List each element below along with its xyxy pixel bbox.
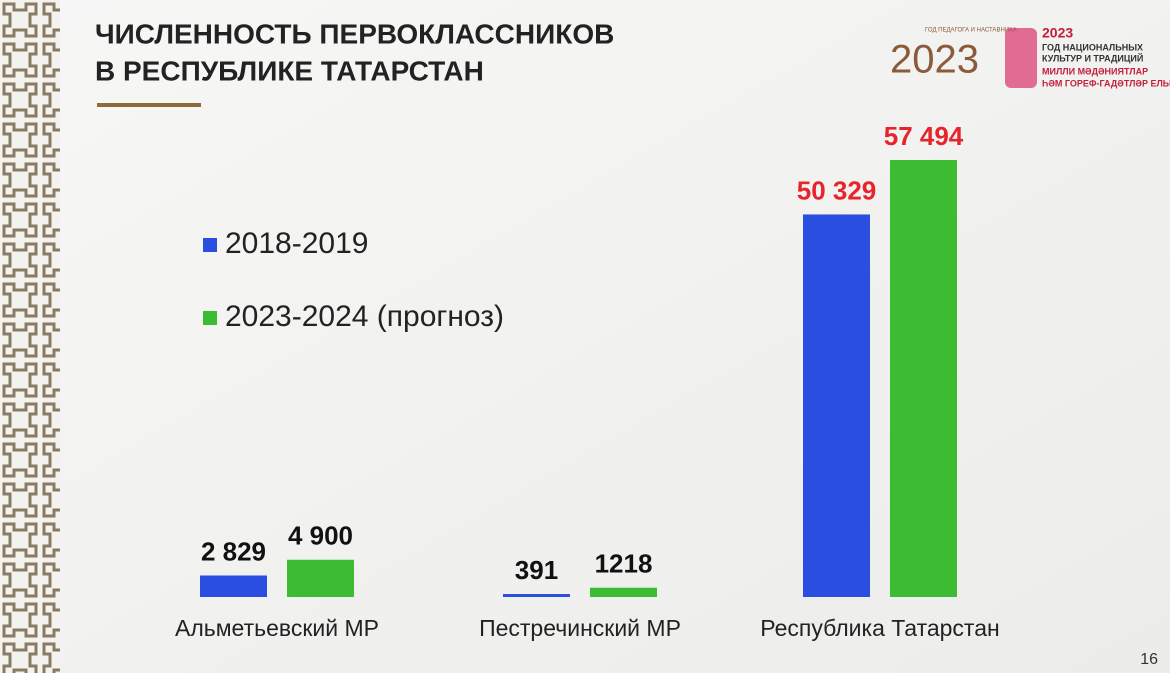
logo-text: КУЛЬТУР И ТРАДИЦИЙ xyxy=(1042,52,1143,63)
x-tick-label: Пестречинский МР xyxy=(479,615,681,641)
logo-text: ҺӘМ ГОРЕФ-ГАДӘТЛӘР ЕЛЫ xyxy=(1042,78,1170,88)
value-label: 57 494 xyxy=(884,121,964,151)
title-underline xyxy=(97,103,201,107)
bar xyxy=(503,594,570,597)
bar xyxy=(200,575,267,597)
bar xyxy=(287,559,354,597)
chart: 2018-2019 2023-2024 (прогноз) Альметьевски… xyxy=(175,121,1000,641)
logo-text: ГОД ПЕДАГОГА И НАСТАВНИКА xyxy=(925,28,1017,34)
logo-pattern xyxy=(1005,28,1037,88)
logo-left: 2023 ГОД ПЕДАГОГА И НАСТАВНИКА xyxy=(890,28,1017,82)
legend-swatch xyxy=(203,238,217,252)
title-line: В РЕСПУБЛИКЕ ТАТАРСТАН xyxy=(95,55,484,86)
logo-year: 2023 xyxy=(1042,25,1073,41)
value-label: 391 xyxy=(515,555,558,585)
value-label: 50 329 xyxy=(797,175,877,205)
bar xyxy=(890,160,957,597)
legend-swatch xyxy=(203,311,217,325)
logo-right: 2023 ГОД НАЦИОНАЛЬНЫХ КУЛЬТУР И ТРАДИЦИЙ… xyxy=(1005,25,1170,88)
bar xyxy=(590,587,657,597)
logo-year: 2023 xyxy=(890,38,979,82)
value-label: 4 900 xyxy=(288,521,353,551)
x-tick-label: Республика Татарстан xyxy=(760,615,999,641)
title-line: ЧИСЛЕННОСТЬ ПЕРВОКЛАССНИКОВ xyxy=(95,18,614,49)
logo-text: ГОД НАЦИОНАЛЬНЫХ xyxy=(1042,42,1143,52)
bar xyxy=(803,214,870,597)
page-number: 16 xyxy=(1140,651,1158,668)
value-label: 1218 xyxy=(595,549,653,579)
logo-text: МИЛЛИ МӘДӘНИЯТЛАР xyxy=(1042,66,1148,76)
value-label: 2 829 xyxy=(201,536,266,566)
legend-label: 2023-2024 (прогноз) xyxy=(225,300,504,333)
legend-label: 2018-2019 xyxy=(225,227,368,260)
ornament-border xyxy=(0,0,60,673)
x-tick-label: Альметьевский МР xyxy=(175,615,379,641)
